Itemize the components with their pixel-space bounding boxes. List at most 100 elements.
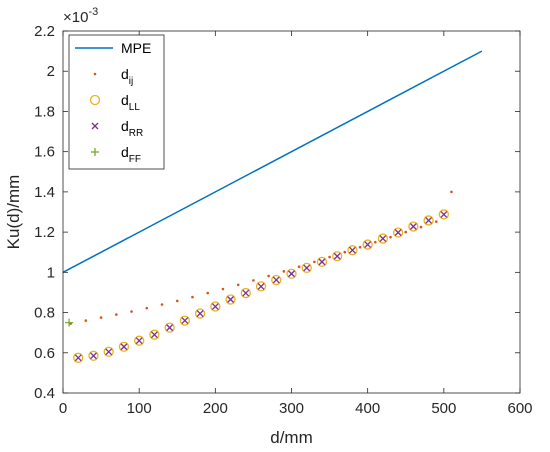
legend-label-subscript: LL [129,102,141,113]
data-point-d-ij [358,245,362,249]
legend-label-d-ij: dij [121,66,133,87]
legend-box [68,34,165,170]
data-point-d-ij [191,295,194,299]
data-point-d-rr [318,258,326,266]
y-tick-label: 1.4 [34,184,55,201]
data-point-d-rr-stroke-b [379,235,387,243]
data-point-d-ll [316,256,328,268]
legend-label-base: d [121,66,129,82]
data-point-d-ll [103,346,114,357]
data-point-d-ij [221,287,225,291]
data-point-d-ij [145,306,149,310]
data-point-d-ij [328,255,331,259]
data-point-d-rr [74,354,82,362]
data-point-d-rr [409,223,417,230]
data-point-d-ij [419,225,423,229]
data-point-d-rr-stroke-b [303,264,311,272]
data-point-d-rr [394,229,402,236]
data-point-d-rr [166,324,174,332]
data-point-d-ij [389,235,392,239]
data-point-d-rr [211,303,219,310]
data-point-d-rr-stroke-b [150,331,158,339]
data-point-d-rr [181,317,189,325]
axes-layer: 0 100 200 300 400 500 600 0.4 0.6 0.8 1 1.2 1.4 1.6 1.… [4,6,533,447]
x-tick-label: 300 [279,400,304,417]
data-point-d-ll [164,322,175,333]
x-tick-label: 100 [127,400,152,417]
data-point-d-rr [272,276,280,284]
legend-label-subscript: RR [129,128,143,139]
data-point-d-ll [286,268,297,279]
data-point-d-rr [90,352,97,360]
data-point-d-rr-stroke-b [394,229,402,236]
x-tick-label: 0 [59,400,67,417]
data-point-d-rr-stroke-b [90,352,97,360]
data-point-d-ij [175,299,179,303]
data-point-d-ij [206,291,210,295]
data-point-d-ll [210,301,221,312]
data-point-d-ij [236,283,240,287]
data-point-d-ff [65,318,74,327]
legend-label-subscript: FF [129,154,141,165]
data-point-d-rr-stroke-b [74,354,82,362]
data-point-d-rr-stroke-b [318,258,326,266]
y-tick-label: 1.2 [34,224,55,241]
data-point-d-rr-stroke-b [181,317,189,325]
data-point-d-ll [438,209,449,220]
data-point-d-ll [88,350,99,361]
x-axis-label: d/mm [270,428,313,447]
legend-label-d-rr: dRR [121,118,143,139]
data-point-d-rr [105,348,113,356]
series-d-rr [74,210,448,362]
data-point-d-rr [348,246,356,254]
legend-label-base: d [121,144,129,160]
data-point-d-rr-stroke-b [272,276,280,284]
data-point-d-rr [150,331,158,339]
data-point-d-ij [84,319,88,322]
data-point-d-rr [135,337,143,345]
data-point-d-ll [392,227,404,238]
data-point-d-ij [434,220,438,223]
y-exponent-base: ×10 [63,9,88,26]
data-point-d-rr [333,252,341,260]
data-point-d-ll [149,329,160,340]
y-exponent-multiplier: ×10-3 [63,6,98,26]
data-point-d-rr-stroke-b [196,310,204,318]
y-tick-label: 1.6 [34,144,55,161]
data-point-d-ll [255,281,267,292]
series-d-ff [65,318,74,327]
data-point-d-ij [282,270,286,273]
legend-swatch-d-ij [93,72,97,76]
data-point-d-ll [271,274,282,286]
data-point-d-ij [343,250,347,254]
data-point-d-ij [313,260,316,264]
data-point-d-ll [423,215,434,226]
legend-entry-mpe: MPE [75,40,151,56]
data-point-d-ll [73,352,84,363]
data-point-d-rr-stroke-b [105,348,113,356]
legend-label-base: MPE [121,40,151,56]
series-d-ij [69,190,453,325]
data-point-d-ll [134,335,145,346]
legend-entry-d-rr: dRR [91,118,143,139]
y-tick-label: 1 [47,264,55,281]
data-point-d-rr-stroke-b [257,282,265,290]
data-point-d-ll [301,262,312,274]
x-tick-label: 600 [507,400,532,417]
legend-entry-d-ff: dFF [91,144,141,165]
data-point-d-rr [379,235,387,243]
data-point-d-rr-stroke-b [288,270,295,278]
data-point-d-rr-stroke-b [135,337,143,345]
data-point-d-rr-stroke-b [409,223,417,230]
y-tick-label: 1.8 [34,103,55,120]
y-tick-label: 0.6 [34,345,55,362]
data-point-d-ij [373,240,377,244]
data-point-d-rr-stroke-b [227,296,235,303]
data-point-d-rr [227,296,235,303]
x-tick-label: 400 [355,400,380,417]
y-exponent-power: -3 [88,6,98,18]
data-point-d-rr [288,270,295,278]
data-point-d-rr-stroke-b [211,303,219,310]
